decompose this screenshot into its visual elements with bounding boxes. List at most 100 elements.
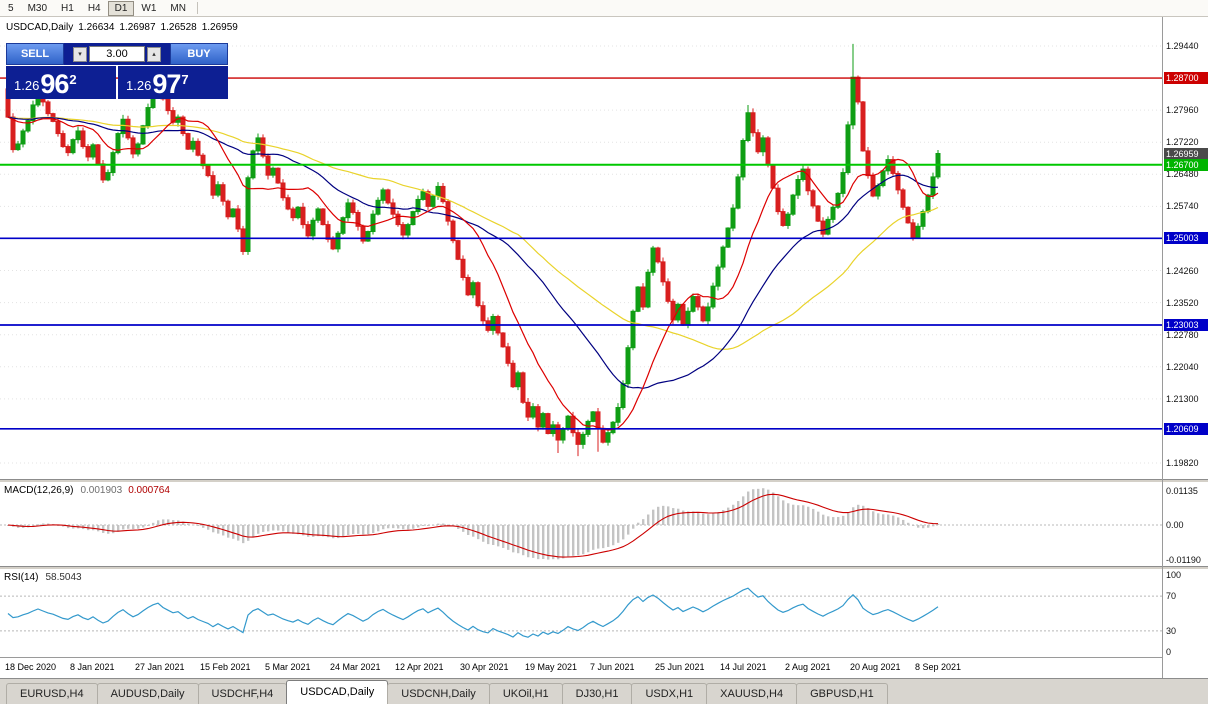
price-tick: 1.27220 xyxy=(1166,137,1199,148)
price-line-label: 1.23003 xyxy=(1164,319,1208,332)
sell-price-display[interactable]: 1.26 96 2 xyxy=(6,66,116,99)
timeframe-button-h1[interactable]: H1 xyxy=(54,1,81,16)
plot-column: USDCAD,Daily 1.26634 1.26987 1.26528 1.26959… xyxy=(0,17,1162,678)
macd-signal-value: 0.000764 xyxy=(128,485,170,496)
price-line-label: 1.20609 xyxy=(1164,422,1208,435)
macd-name: MACD(12,26,9) xyxy=(4,485,74,496)
volume-input[interactable] xyxy=(89,46,145,62)
chart-tab-dj30-h1[interactable]: DJ30,H1 xyxy=(561,683,633,704)
chart-tab-gbpusd-h1[interactable]: GBPUSD,H1 xyxy=(796,683,888,704)
time-axis[interactable]: 18 Dec 2020 8 Jan 2021 27 Jan 2021 15 Feb 2… xyxy=(0,657,1162,678)
ma-fast-line[interactable] xyxy=(7,116,939,431)
macd-tick: 0.01135 xyxy=(1166,486,1198,496)
macd-chart[interactable] xyxy=(0,483,1162,566)
price-tick: 1.23520 xyxy=(1166,297,1199,308)
price-tick: 1.22780 xyxy=(1166,329,1199,340)
pane-splitter[interactable] xyxy=(0,566,1162,570)
macd-signal-line[interactable] xyxy=(7,493,939,558)
rsi-tick: 0 xyxy=(1166,647,1172,657)
ohlc-high: 1.26987 xyxy=(119,22,156,33)
grid-layer xyxy=(0,45,1162,464)
chart-tab-xauusd-h4[interactable]: XAUUSD,H4 xyxy=(706,683,798,704)
ma-slow-line[interactable] xyxy=(7,116,939,350)
chart-tab-audusd-daily[interactable]: AUDUSD,Daily xyxy=(96,683,199,704)
sell-price-big: 96 xyxy=(40,69,69,99)
ohlc-open: 1.26634 xyxy=(78,22,115,33)
chart-ohlc-header: USDCAD,Daily 1.26634 1.26987 1.26528 1.26959 xyxy=(6,22,243,33)
macd-pane[interactable]: MACD(12,26,9) 0.001903 0.000764 xyxy=(0,483,1162,566)
sell-price-pip: 2 xyxy=(69,72,77,87)
date-label: 2 Aug 2021 xyxy=(785,662,831,672)
one-click-trade-panel: SELL ▾ ▴ BUY 1.26 96 2 xyxy=(6,43,228,99)
price-axis[interactable]: 1.29440 1.27960 1.27220 1.26480 1.25740 1.242… xyxy=(1162,17,1208,678)
buy-price-big: 97 xyxy=(152,69,181,99)
date-label: 30 Apr 2021 xyxy=(460,662,509,672)
date-label: 18 Dec 2020 xyxy=(5,662,57,672)
toolbar-separator xyxy=(196,2,198,14)
pane-splitter[interactable] xyxy=(0,479,1162,483)
timeframe-button-5[interactable]: 5 xyxy=(1,1,21,16)
chart-tab-bar: EURUSD,H4 AUDUSD,Daily USDCHF,H4 USDCAD,Dai… xyxy=(0,678,1208,704)
rsi-tick: 70 xyxy=(1166,591,1177,602)
trade-panel-prices: 1.26 96 2 1.26 97 7 xyxy=(6,66,228,99)
price-tick: 1.26480 xyxy=(1166,169,1199,180)
timeframe-button-d1[interactable]: D1 xyxy=(107,0,135,16)
date-label: 19 May 2021 xyxy=(525,662,578,672)
sell-button[interactable]: SELL xyxy=(6,43,64,65)
date-label: 25 Jun 2021 xyxy=(655,662,705,672)
chart-tab-usdx-h1[interactable]: USDX,H1 xyxy=(631,683,708,704)
volume-increase-button[interactable]: ▴ xyxy=(147,46,161,62)
date-label: 8 Sep 2021 xyxy=(915,662,962,672)
chart-tab-usdcad-daily[interactable]: USDCAD,Daily xyxy=(286,680,389,704)
price-tick: 1.27960 xyxy=(1166,105,1199,116)
macd-main-value: 0.001903 xyxy=(80,485,123,496)
date-label: 5 Mar 2021 xyxy=(265,662,311,672)
sell-price-prefix: 1.26 xyxy=(14,78,40,93)
macd-tick: 0.00 xyxy=(1166,520,1184,530)
ma-mid-line[interactable] xyxy=(7,116,939,389)
buy-price-pip: 7 xyxy=(181,72,189,87)
rsi-tick: 100 xyxy=(1166,570,1182,580)
price-line-label: 1.25003 xyxy=(1164,232,1208,245)
date-label: 27 Jan 2021 xyxy=(135,662,185,672)
ohlc-low: 1.26528 xyxy=(160,22,197,33)
timeframe-button-m30[interactable]: M30 xyxy=(21,1,54,16)
date-label: 24 Mar 2021 xyxy=(330,662,381,672)
chart-region: USDCAD,Daily 1.26634 1.26987 1.26528 1.26959… xyxy=(0,17,1208,678)
rsi-pane[interactable]: RSI(14) 58.5043 xyxy=(0,570,1162,657)
rsi-line[interactable] xyxy=(7,587,939,638)
price-tick: 1.21300 xyxy=(1166,393,1199,404)
date-label: 20 Aug 2021 xyxy=(850,662,901,672)
buy-button[interactable]: BUY xyxy=(170,43,228,65)
price-line-label: 1.26700 xyxy=(1164,158,1208,171)
volume-decrease-button[interactable]: ▾ xyxy=(73,46,87,62)
date-label: 14 Jul 2021 xyxy=(720,662,767,672)
price-chart-pane[interactable]: USDCAD,Daily 1.26634 1.26987 1.26528 1.26959… xyxy=(0,17,1162,479)
pane-splitter xyxy=(1163,479,1208,483)
date-label: 12 Apr 2021 xyxy=(395,662,444,672)
date-label: 8 Jan 2021 xyxy=(70,662,115,672)
chart-tab-eurusd-h4[interactable]: EURUSD,H4 xyxy=(6,683,98,704)
macd-label: MACD(12,26,9) 0.001903 0.000764 xyxy=(4,485,170,496)
chart-tab-ukoil-h1[interactable]: UKOil,H1 xyxy=(488,683,563,704)
timeframe-button-w1[interactable]: W1 xyxy=(134,1,163,16)
price-tick: 1.19820 xyxy=(1166,458,1199,468)
timeframe-toolbar: 5 M30 H1 H4 D1 W1 MN xyxy=(0,0,1208,17)
buy-price-display[interactable]: 1.26 97 7 xyxy=(118,66,228,99)
rsi-chart[interactable] xyxy=(0,570,1162,657)
chart-tab-usdcnh-daily[interactable]: USDCNH,Daily xyxy=(387,683,490,704)
timeframe-button-mn[interactable]: MN xyxy=(163,1,193,16)
candles-layer xyxy=(5,43,941,457)
rsi-name: RSI(14) xyxy=(4,572,39,583)
volume-control: ▾ ▴ xyxy=(64,43,170,65)
chart-tab-usdchf-h4[interactable]: USDCHF,H4 xyxy=(197,683,288,704)
rsi-value: 58.5043 xyxy=(45,572,82,583)
candlestick-chart[interactable] xyxy=(0,17,1162,479)
triangle-down-icon: ▾ xyxy=(78,50,82,58)
price-tick: 1.22040 xyxy=(1166,361,1199,372)
macd-tick: -0.01190 xyxy=(1166,555,1201,565)
price-tick: 1.24260 xyxy=(1166,265,1199,276)
price-tick: 1.29440 xyxy=(1166,40,1199,51)
timeframe-button-h4[interactable]: H4 xyxy=(81,1,108,16)
